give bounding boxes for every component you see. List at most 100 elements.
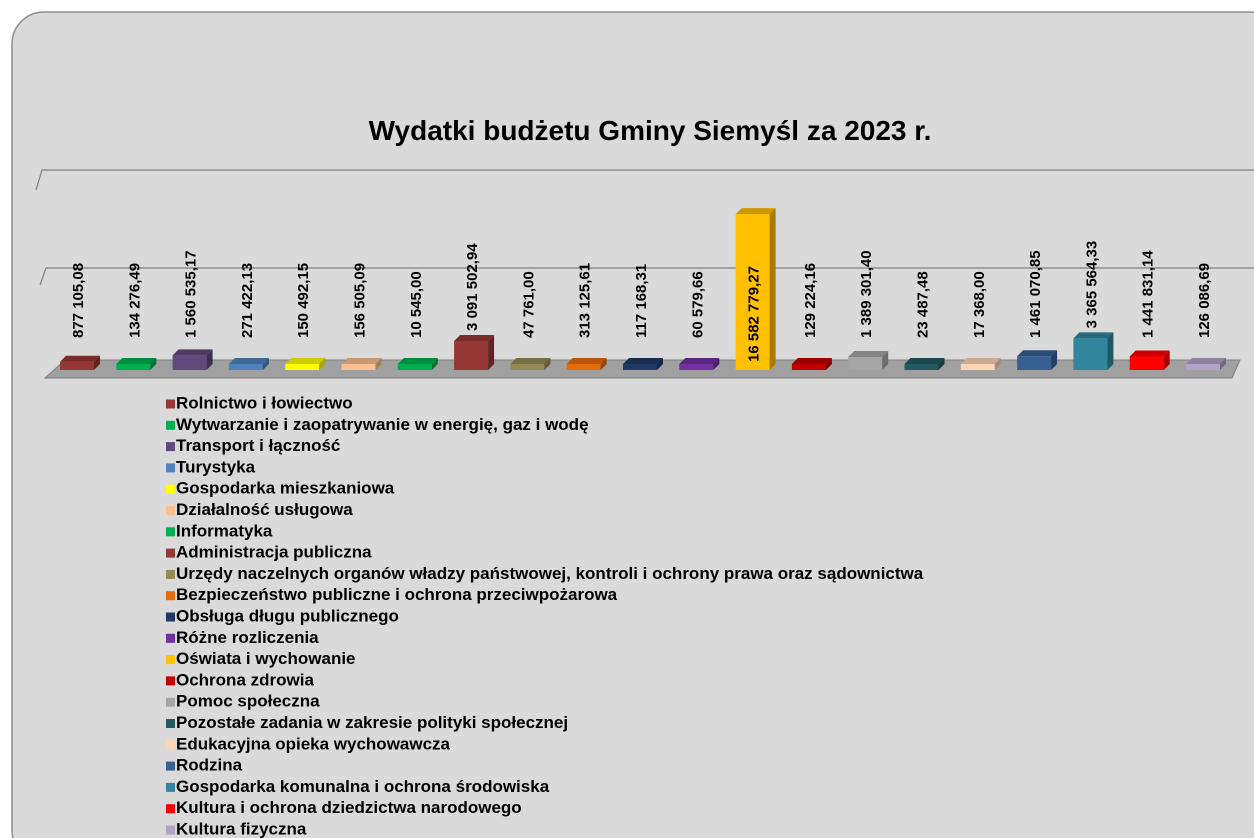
bar-side	[657, 358, 663, 370]
legend-label: Kultura i ochrona dziedzictwa narodowego	[176, 798, 522, 817]
bar-front	[1073, 338, 1108, 370]
bar-side	[150, 358, 157, 370]
bar-side	[1220, 358, 1226, 370]
bar-top	[735, 208, 776, 215]
value-label: 3 091 502,94	[464, 243, 481, 331]
value-label: 1 560 535,17	[183, 250, 200, 338]
bar	[1073, 332, 1114, 370]
bar-top	[848, 350, 889, 357]
legend-swatch	[166, 527, 175, 537]
background	[11, 11, 1254, 838]
bar-front	[791, 364, 826, 370]
legend-swatch	[166, 719, 175, 728]
value-label: 313 125,61	[577, 263, 594, 338]
value-label: 1 389 301,40	[858, 250, 875, 338]
legend-label: Różne rozliczenia	[176, 628, 319, 647]
bar-front	[510, 364, 545, 370]
value-label: 17 368,00	[971, 271, 988, 338]
legend-label: Działalność usługowa	[176, 500, 353, 519]
bar-top	[623, 358, 663, 364]
bar-side	[600, 358, 607, 370]
bar	[1129, 350, 1170, 370]
value-label: 150 492,15	[295, 263, 312, 338]
bar	[454, 334, 495, 370]
bar	[904, 358, 945, 370]
legend-swatch	[166, 633, 175, 643]
bar-top	[1186, 358, 1226, 364]
bar-side	[94, 355, 100, 370]
bar-side	[825, 358, 832, 370]
bar-front	[1186, 364, 1220, 370]
bar	[341, 358, 382, 370]
value-label: 134 276,49	[126, 263, 143, 338]
legend-label: Kultura fizyczna	[176, 819, 307, 838]
legend-label: Urzędy naczelnych organów władzy państwo…	[176, 564, 924, 583]
bar-top	[566, 358, 607, 364]
legend-swatch	[166, 782, 175, 792]
legend-label: Bezpieczeństwo publiczne i ochrona przec…	[176, 585, 618, 604]
legend-label: Pozostałe zadania w zakresie polityki sp…	[176, 713, 568, 732]
bar-front	[904, 364, 939, 370]
value-label: 3 365 564,33	[1083, 241, 1100, 329]
legend-label: Rodzina	[176, 756, 243, 775]
bar-side	[375, 358, 382, 370]
legend-label: Informatyka	[176, 521, 273, 540]
bar-front	[341, 364, 376, 370]
bar-top	[60, 355, 100, 362]
bar	[285, 358, 326, 370]
bar-side	[1051, 350, 1058, 370]
bar-front	[60, 361, 94, 370]
legend-swatch	[166, 569, 175, 579]
legend-swatch	[166, 825, 175, 835]
bar	[510, 358, 551, 370]
value-label: 271 422,13	[239, 263, 256, 338]
value-label: 60 579,66	[689, 271, 706, 338]
value-label: 877 105,08	[70, 263, 87, 338]
bar	[566, 358, 607, 370]
bar-top	[960, 358, 1001, 364]
bar-top	[341, 358, 382, 364]
legend-label: Gospodarka komunalna i ochrona środowisk…	[176, 777, 550, 796]
bar	[791, 358, 832, 370]
bar-front	[454, 340, 489, 370]
bar-front	[397, 364, 432, 370]
bar	[172, 349, 213, 370]
bar-top	[454, 334, 495, 341]
legend-label: Pomoc społeczna	[176, 692, 320, 711]
bar-front	[1017, 356, 1052, 370]
bar-top	[1129, 350, 1170, 357]
back-wall-line	[39, 267, 1254, 286]
bar-side	[882, 350, 889, 370]
legend-swatch	[166, 761, 175, 771]
legend-swatch	[166, 591, 175, 601]
bar	[228, 358, 269, 370]
bar-side	[262, 358, 269, 370]
value-label: 47 761,00	[520, 271, 537, 338]
value-label: 1 461 070,85	[1027, 250, 1044, 338]
bar-side	[994, 358, 1001, 370]
legend-swatch	[166, 420, 175, 430]
bar	[1186, 358, 1226, 370]
bar-top	[116, 358, 157, 364]
bar-side	[713, 358, 720, 370]
bar-front	[960, 364, 995, 370]
bar-front	[285, 364, 320, 370]
bar-front	[679, 364, 714, 370]
bar	[735, 208, 776, 370]
legend-swatch	[166, 463, 175, 473]
bar-top	[679, 358, 720, 364]
bar	[679, 358, 720, 370]
legend-swatch	[166, 506, 175, 515]
bar-top	[1017, 350, 1058, 357]
bar	[1017, 350, 1058, 370]
bar	[116, 358, 157, 370]
bar-front	[848, 356, 883, 370]
bar-top	[904, 358, 945, 364]
legend-label: Gospodarka mieszkaniowa	[176, 479, 395, 498]
bar-front	[735, 214, 770, 370]
bar-side	[206, 349, 213, 370]
bar	[960, 358, 1001, 370]
bar-side	[488, 334, 495, 370]
legend-swatch	[166, 612, 175, 622]
